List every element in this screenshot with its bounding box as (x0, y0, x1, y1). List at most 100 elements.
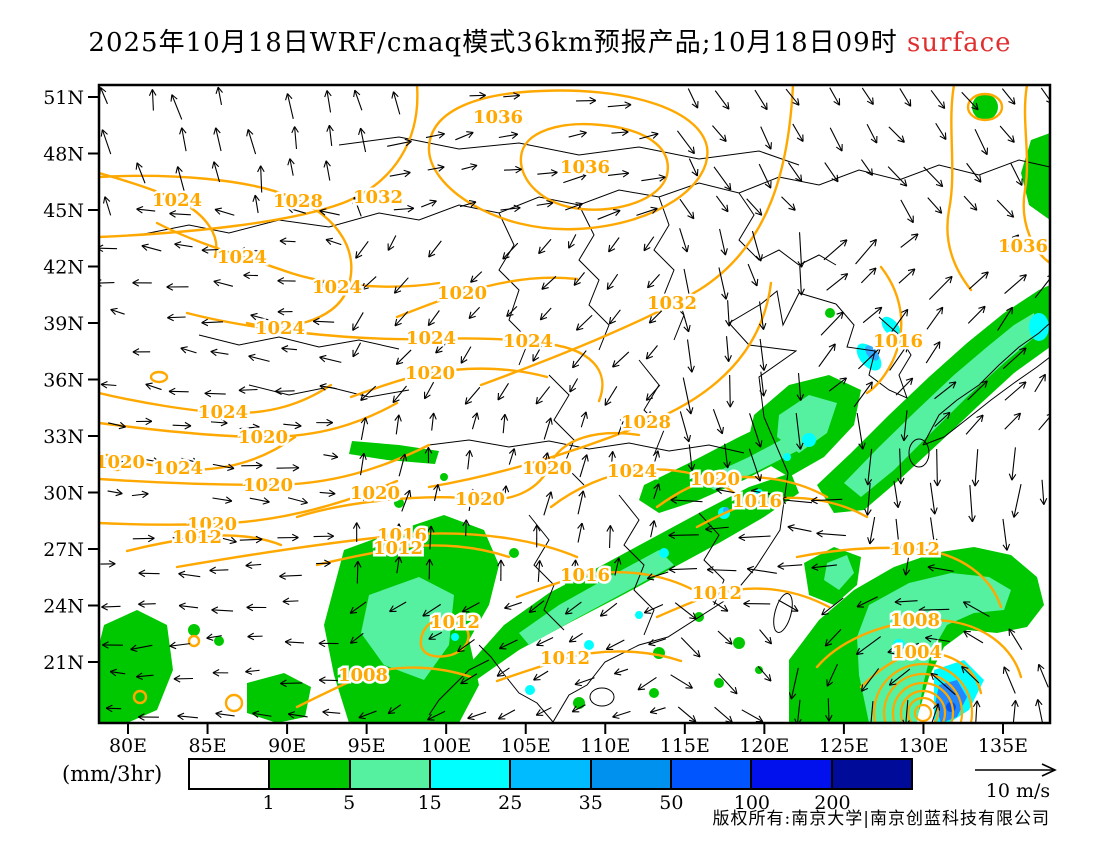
wind-arrow (285, 93, 294, 120)
wind-arrow (141, 243, 162, 252)
wind-arrow (564, 601, 582, 615)
wind-arrow (788, 667, 799, 700)
wind-arrow (469, 91, 486, 100)
wind-arrow (358, 710, 377, 720)
wind-arrow (902, 551, 911, 576)
wind-arrow (319, 489, 336, 498)
wind-arrow (468, 488, 476, 512)
wind-arrow (166, 283, 189, 291)
wind-arrow (894, 597, 918, 606)
wind-arrow (571, 704, 586, 713)
isobar-label: 1020 (405, 363, 455, 384)
wind-arrow (824, 162, 839, 183)
lon-tick-label: 110E (580, 735, 630, 757)
wind-arrow (683, 268, 694, 305)
wind-arrow (542, 452, 550, 474)
isobar-label: 1024 (312, 277, 362, 298)
wind-arrow (896, 448, 905, 485)
wind-arrow (212, 669, 229, 677)
wind-arrow (1034, 274, 1050, 299)
wind-arrow (387, 138, 412, 147)
isobar-label: 1020 (522, 458, 572, 479)
wind-arrow (132, 279, 152, 287)
wind-arrow (496, 667, 510, 677)
wind-arrow (797, 265, 805, 296)
wind-arrow (682, 377, 694, 415)
wind-arrow (394, 556, 403, 574)
wind-arrow (420, 199, 437, 208)
wind-arrow (537, 169, 558, 177)
wind-arrow (608, 169, 630, 178)
isobar-label: 1008 (338, 665, 388, 686)
wind-arrow (792, 123, 804, 142)
wind-arrow (670, 674, 693, 689)
wind-arrow (358, 127, 367, 153)
wind-arrow (668, 565, 698, 574)
wind-arrow (725, 300, 733, 327)
lat-tick-label: 45N (43, 200, 84, 222)
wind-arrow (759, 629, 773, 645)
wind-arrow (679, 198, 695, 220)
legend-threshold-label: 15 (417, 792, 442, 814)
legend-threshold-label: 35 (578, 792, 603, 814)
wind-arrow (705, 525, 729, 533)
wind-arrow (867, 701, 875, 723)
wind-arrow (248, 353, 270, 362)
wind-arrow (206, 633, 222, 641)
wind-arrow (209, 566, 229, 575)
wind-arrow (535, 386, 551, 405)
wind-arrow (425, 558, 434, 580)
lat-tick-label: 36N (43, 370, 84, 392)
wind-arrow (252, 710, 272, 718)
wind-arrow (597, 209, 621, 220)
wind-arrow (718, 267, 729, 300)
wind-arrow (1002, 347, 1027, 370)
wind-arrow (637, 676, 657, 691)
wind-arrow (275, 387, 295, 395)
wind-arrow (316, 418, 334, 427)
wind-arrow (361, 484, 370, 502)
legend-color-cell (190, 760, 269, 788)
wind-arrow (565, 202, 583, 211)
wind-arrow (105, 704, 122, 713)
wind-scale-label: 10 m/s (985, 780, 1051, 802)
wind-arrow (963, 195, 978, 211)
wind-arrow (758, 301, 767, 330)
typhoon-ring (872, 662, 974, 723)
isobar-label: 1020 (437, 283, 487, 304)
wind-arrow (1004, 274, 1027, 294)
wind-arrow (246, 129, 257, 155)
legend-color-cell (509, 760, 590, 788)
wind-arrow (674, 602, 697, 620)
wind-arrow (249, 497, 270, 505)
lon-tick-label: 125E (819, 735, 869, 757)
legend-color-cell (669, 760, 751, 788)
wind-arrow (933, 449, 942, 487)
wind-arrow (646, 571, 669, 581)
wind-arrow (787, 524, 812, 532)
wind-arrow (500, 204, 521, 213)
wind-arrow (1038, 413, 1050, 431)
wind-arrow (1039, 479, 1048, 505)
wind-arrow (668, 531, 699, 540)
isobar-label: 1024 (255, 318, 305, 339)
wind-arrow (280, 679, 303, 688)
wind-arrow (826, 273, 849, 291)
wind-arrow (860, 267, 877, 284)
wind-arrow (1011, 484, 1022, 518)
wind-arrow (354, 670, 371, 680)
wind-arrow (461, 163, 478, 171)
wind-arrow (497, 382, 509, 401)
wind-arrow (577, 522, 585, 543)
isobar-label: 1020 (455, 489, 505, 510)
wind-arrow (178, 602, 199, 610)
wind-arrow (238, 386, 258, 394)
isobar-label: 1016 (560, 565, 610, 586)
wind-arrow (313, 532, 334, 541)
wind-arrow (1002, 666, 1016, 694)
lon-tick-label: 115E (660, 735, 710, 757)
wind-arrow (787, 162, 803, 183)
wind-arrow (214, 207, 235, 216)
wind-arrow (579, 454, 589, 478)
wind-arrow (428, 631, 443, 640)
